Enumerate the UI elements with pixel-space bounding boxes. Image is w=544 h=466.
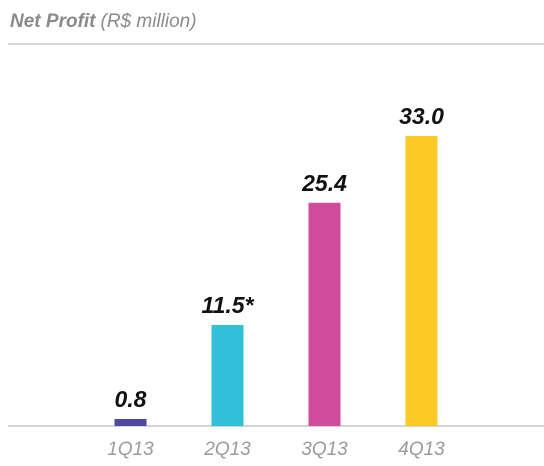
value-label: 33.0	[399, 103, 444, 129]
value-label: 0.8	[115, 386, 147, 412]
x-tick-label: 4Q13	[398, 439, 445, 460]
chart-subtitle: (R$ million)	[101, 11, 197, 32]
x-tick-label: 2Q13	[203, 439, 251, 460]
value-label: 25.4	[301, 170, 347, 196]
bar	[211, 324, 244, 426]
bar	[114, 418, 147, 426]
x-tick-label: 3Q13	[301, 439, 348, 460]
value-label: 11.5*	[201, 292, 254, 318]
chart-title: Net Profit	[10, 11, 96, 32]
bar	[405, 136, 438, 426]
chart-title-group: Net Profit (R$ million)	[10, 11, 197, 32]
bar	[308, 202, 341, 426]
x-tick-label: 1Q13	[107, 439, 154, 460]
